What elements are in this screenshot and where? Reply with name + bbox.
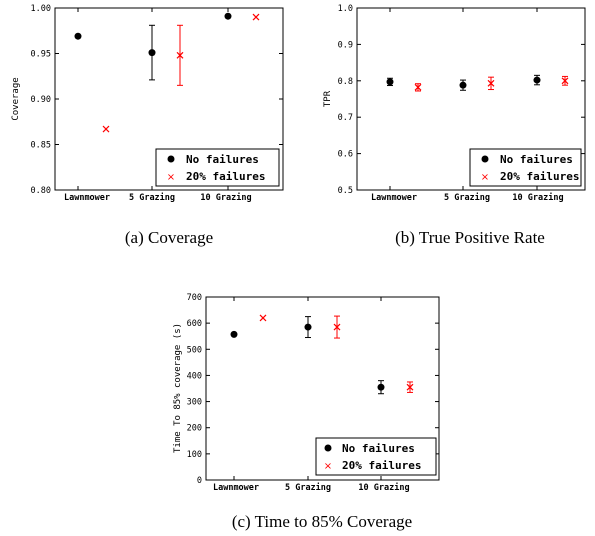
- chart-a-ytick-label: 0.80: [31, 186, 51, 196]
- chart-c-ylabel: Time To 85% coverage (s): [173, 323, 183, 453]
- chart-a-ylabel: Coverage: [11, 77, 21, 120]
- chart-a-point-20-failures-stroke: [252, 13, 260, 21]
- chart-b-point-no-failures: [459, 81, 467, 89]
- chart-a-point-no-failures: [224, 12, 232, 20]
- chart-b-xtick-label: Lawnmower: [371, 193, 417, 203]
- chart-b-legend-box: [469, 148, 582, 187]
- chart-c-point-20-failures: [333, 323, 341, 331]
- chart-c-point-20-failures: [406, 383, 414, 391]
- chart-b-legend-label-20-failures: 20% failures: [500, 170, 579, 183]
- chart-b-legend: No failures × 20% failures: [469, 148, 582, 187]
- chart-c-ytick-label: 700: [187, 293, 202, 303]
- chart-c-ytick-label: 200: [187, 424, 202, 434]
- chart-b-ytick-label: 0.6: [338, 150, 353, 160]
- chart-a-caption: (a) Coverage: [125, 228, 213, 247]
- chart-c-legend-marker-no-failures: [324, 444, 332, 452]
- chart-a: Coverage 0.80 0.85 0.90 0.95 1.00 Lawnmower 5 …: [11, 4, 284, 247]
- chart-c-ytick-label: 300: [187, 398, 202, 408]
- chart-c-ytick-label: 0: [197, 476, 202, 486]
- chart-b-ytick-label: 0.8: [338, 77, 353, 87]
- chart-a-ytick-label: 0.90: [31, 95, 51, 105]
- chart-a-point-20-failures: [176, 51, 184, 59]
- chart-c-point-20-failures-stroke: [406, 383, 414, 391]
- chart-b-point-20-failures-stroke: [414, 83, 422, 91]
- chart-c-point-20-failures-stroke: [259, 314, 267, 322]
- chart-b-point-no-failures: [533, 76, 541, 84]
- chart-c-legend-box: [315, 437, 437, 476]
- chart-c-caption: (c) Time to 85% Coverage: [232, 512, 412, 531]
- chart-b: TPR 0.5 0.6 0.7 0.8 0.9 1.0 Lawnmower 5 Grazing…: [323, 4, 586, 247]
- chart-c-ytick-label: 100: [187, 450, 202, 460]
- chart-b-point-20-failures: [487, 79, 495, 87]
- chart-b-ytick-label: 1.0: [338, 4, 353, 14]
- chart-b-ytick-label: 0.7: [338, 113, 353, 123]
- chart-b-legend-label-no-failures: No failures: [500, 153, 573, 166]
- chart-a-point-no-failures: [74, 32, 82, 40]
- chart-a-ytick-label: 0.95: [31, 50, 51, 60]
- chart-a-legend-label-20-failures: 20% failures: [186, 170, 265, 183]
- chart-a-ytick-label: 1.00: [31, 4, 51, 14]
- chart-c-point-20-failures: [259, 314, 267, 322]
- chart-a-legend-marker-no-failures: [167, 155, 175, 163]
- chart-c-frame: [205, 296, 440, 481]
- chart-a-xtick-label: 10 Grazing: [200, 192, 251, 203]
- chart-c-ytick-label: 400: [187, 371, 202, 381]
- chart-b-xtick-label: 5 Grazing: [444, 192, 490, 203]
- chart-a-point-20-failures-stroke: [102, 125, 110, 133]
- chart-c-legend-label-no-failures: No failures: [342, 442, 415, 455]
- chart-a-marks: [74, 12, 260, 133]
- chart-b-xtick-label: 10 Grazing: [512, 192, 563, 203]
- chart-b-legend-marker-no-failures: [481, 155, 489, 163]
- chart-c-ytick-label: 500: [187, 345, 202, 355]
- chart-a-legend-box: [155, 148, 280, 187]
- chart-b-legend-marker-20-failures: ×: [481, 172, 489, 183]
- chart-a-legend: No failures × 20% failures: [155, 148, 280, 187]
- chart-c-xtick-label: Lawnmower: [213, 483, 259, 493]
- chart-b-ylabel: TPR: [323, 90, 333, 107]
- chart-b-point-20-failures-stroke: [561, 77, 569, 85]
- chart-b-frame: [356, 7, 586, 191]
- chart-c-ticks: 0 100 200 300 400 500 600 700 Lawnmower 5 Grazing…: [187, 293, 439, 493]
- chart-c-legend: No failures × 20% failures: [315, 437, 437, 476]
- chart-c-ytick-label: 600: [187, 319, 202, 329]
- chart-b-marks: [386, 74, 569, 92]
- chart-a-xtick-label: 5 Grazing: [129, 192, 175, 203]
- chart-c: Time To 85% coverage (s) 0 100 200 300 400 50…: [173, 293, 440, 531]
- chart-a-ytick-label: 0.85: [31, 141, 51, 151]
- chart-a-point-no-failures: [148, 49, 156, 57]
- chart-a-legend-label-no-failures: No failures: [186, 153, 259, 166]
- chart-c-xtick-label: 10 Grazing: [358, 482, 409, 493]
- chart-b-ytick-label: 0.9: [338, 40, 353, 50]
- chart-b-caption: (b) True Positive Rate: [395, 228, 545, 247]
- chart-c-point-no-failures: [377, 383, 385, 391]
- chart-a-point-20-failures-stroke: [176, 51, 184, 59]
- chart-c-xtick-label: 5 Grazing: [285, 482, 331, 493]
- chart-a-xtick-label: Lawnmower: [64, 193, 110, 203]
- chart-b-ytick-label: 0.5: [338, 186, 353, 196]
- chart-b-point-no-failures: [386, 78, 394, 86]
- chart-b-point-20-failures: [561, 77, 569, 85]
- chart-a-ticks: 0.80 0.85 0.90 0.95 1.00 Lawnmower 5 Grazing 10…: [31, 4, 283, 203]
- chart-a-point-20-failures: [102, 125, 110, 133]
- chart-a-point-20-failures: [252, 13, 260, 21]
- chart-c-point-no-failures: [304, 323, 312, 331]
- chart-c-point-no-failures: [230, 330, 238, 338]
- chart-b-ticks: 0.5 0.6 0.7 0.8 0.9 1.0 Lawnmower 5 Grazing 10 G…: [338, 4, 585, 203]
- chart-c-legend-marker-20-failures: ×: [324, 461, 332, 472]
- chart-b-point-20-failures-stroke: [487, 79, 495, 87]
- chart-c-point-20-failures-stroke: [333, 323, 341, 331]
- chart-c-legend-label-20-failures: 20% failures: [342, 459, 421, 472]
- chart-c-marks: [230, 314, 414, 395]
- chart-a-legend-marker-20-failures: ×: [167, 172, 175, 183]
- chart-b-point-20-failures: [414, 83, 422, 91]
